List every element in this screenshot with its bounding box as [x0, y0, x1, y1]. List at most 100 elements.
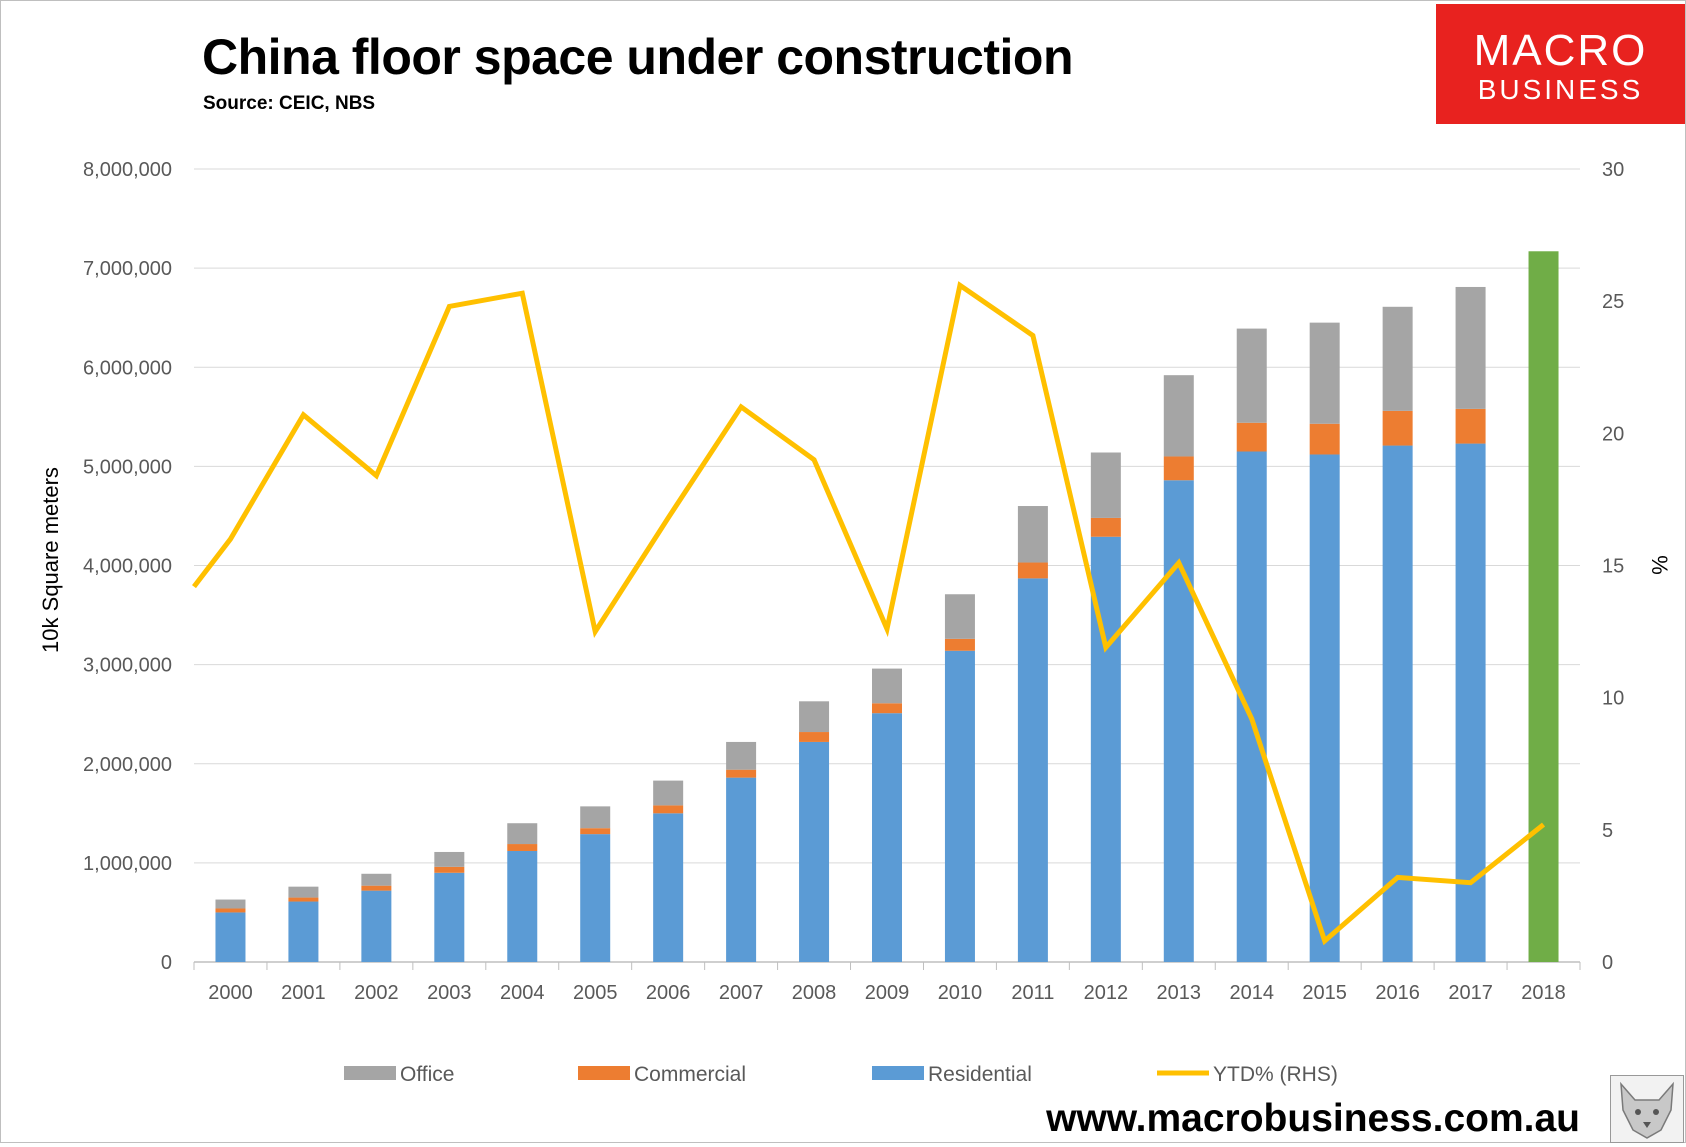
macrobusiness-logo: MACRO BUSINESS [1436, 4, 1685, 124]
x-tick-label: 2007 [719, 982, 764, 1004]
bar-commercial [799, 732, 830, 742]
wolf-icon [1610, 1075, 1684, 1143]
legend-label: Residential [928, 1063, 1032, 1086]
x-tick-label: 2000 [208, 982, 253, 1004]
bar-residential [726, 777, 757, 962]
y2-axis-title: % [1647, 555, 1672, 575]
bar-residential [872, 713, 902, 962]
y-tick-label: 0 [161, 952, 172, 974]
bar-residential [653, 813, 684, 962]
x-tick-label: 2010 [938, 982, 983, 1004]
x-tick-label: 2006 [646, 982, 691, 1004]
bar-office [944, 594, 975, 639]
bar-office [1017, 506, 1048, 563]
bar-commercial [726, 769, 757, 778]
x-tick-label: 2016 [1375, 982, 1420, 1004]
legend-swatch-commercial [578, 1066, 630, 1080]
logo-line-2: BUSINESS [1477, 74, 1644, 105]
x-tick-label: 2017 [1448, 982, 1493, 1004]
y2-tick-label: 0 [1602, 952, 1613, 974]
bar-office [361, 873, 392, 886]
bar-residential [1236, 451, 1267, 962]
bar-total2018 [1528, 251, 1559, 962]
bar-office [1163, 375, 1194, 457]
bar-office [799, 701, 830, 733]
bar-residential [215, 912, 246, 962]
y2-tick-label: 20 [1602, 423, 1624, 445]
bar-commercial [361, 885, 392, 891]
website-url[interactable]: www.macrobusiness.com.au [1046, 1097, 1580, 1140]
bar-office [726, 741, 757, 770]
bar-commercial [1017, 562, 1048, 579]
x-tick-label: 2001 [281, 982, 326, 1004]
bar-office [580, 806, 611, 829]
bar-residential [361, 890, 392, 962]
bar-residential [1017, 578, 1048, 962]
y-tick-label: 3,000,000 [83, 655, 172, 677]
bar-commercial [580, 828, 611, 835]
bar-office [1236, 328, 1267, 423]
bar-office [1309, 322, 1340, 424]
x-tick-label: 2009 [865, 982, 910, 1004]
bar-office [1382, 306, 1413, 411]
x-tick-label: 2005 [573, 982, 618, 1004]
y-tick-label: 6,000,000 [83, 357, 172, 379]
ytd-line [192, 281, 1546, 946]
bar-office [215, 899, 246, 909]
y2-tick-label: 10 [1602, 688, 1624, 710]
bar-residential [507, 850, 538, 962]
bar-commercial [1163, 456, 1194, 481]
bar-commercial [215, 908, 246, 913]
bar-commercial [944, 638, 975, 651]
y-tick-label: 2,000,000 [83, 754, 172, 776]
x-tick-label: 2011 [1011, 982, 1054, 1004]
y-tick-label: 5,000,000 [83, 456, 172, 478]
y-axis-title: 10k Square meters [38, 467, 63, 653]
x-tick-label: 2002 [354, 982, 399, 1004]
bar-commercial [1455, 408, 1486, 444]
bar-commercial [434, 866, 465, 873]
bar-residential [944, 650, 975, 962]
bar-commercial [872, 703, 902, 714]
y-tick-label: 4,000,000 [83, 556, 172, 578]
bar-office [1090, 452, 1121, 518]
y2-tick-label: 15 [1602, 556, 1624, 578]
bar-commercial [1236, 422, 1267, 452]
bar-residential [580, 834, 611, 962]
bar-office [507, 823, 538, 845]
y-tick-label: 1,000,000 [83, 853, 172, 875]
chart-source: Source: CEIC, NBS [203, 93, 376, 114]
bar-commercial [653, 805, 684, 814]
bar-commercial [1309, 423, 1340, 455]
bar-residential [1163, 480, 1194, 962]
y-tick-label: 8,000,000 [83, 159, 172, 181]
legend-label: Office [400, 1063, 454, 1086]
legend-label: YTD% (RHS) [1213, 1063, 1338, 1086]
bar-commercial [507, 844, 538, 851]
bar-commercial [1090, 517, 1121, 537]
x-tick-label: 2013 [1157, 982, 1202, 1004]
x-tick-label: 2015 [1302, 982, 1347, 1004]
x-tick-label: 2008 [792, 982, 837, 1004]
x-tick-label: 2003 [427, 982, 472, 1004]
bar-residential [434, 872, 465, 962]
chart-title: China floor space under construction [202, 29, 1074, 85]
x-tick-label: 2012 [1084, 982, 1129, 1004]
bar-residential [799, 741, 830, 962]
bar-office [1455, 286, 1486, 409]
y-tick-label: 7,000,000 [83, 258, 172, 280]
bar-office [653, 780, 684, 806]
y2-tick-label: 5 [1602, 820, 1613, 842]
logo-line-1: MACRO [1473, 26, 1648, 75]
bar-commercial [1382, 410, 1413, 446]
legend-swatch-residential [872, 1066, 924, 1080]
legend-label: Commercial [634, 1063, 746, 1086]
bar-office [872, 668, 902, 704]
bar-commercial [288, 897, 319, 902]
y2-tick-label: 25 [1602, 291, 1624, 313]
bar-office [288, 886, 319, 898]
x-tick-label: 2004 [500, 982, 545, 1004]
x-tick-label: 2018 [1521, 982, 1566, 1004]
bar-office [434, 851, 465, 867]
